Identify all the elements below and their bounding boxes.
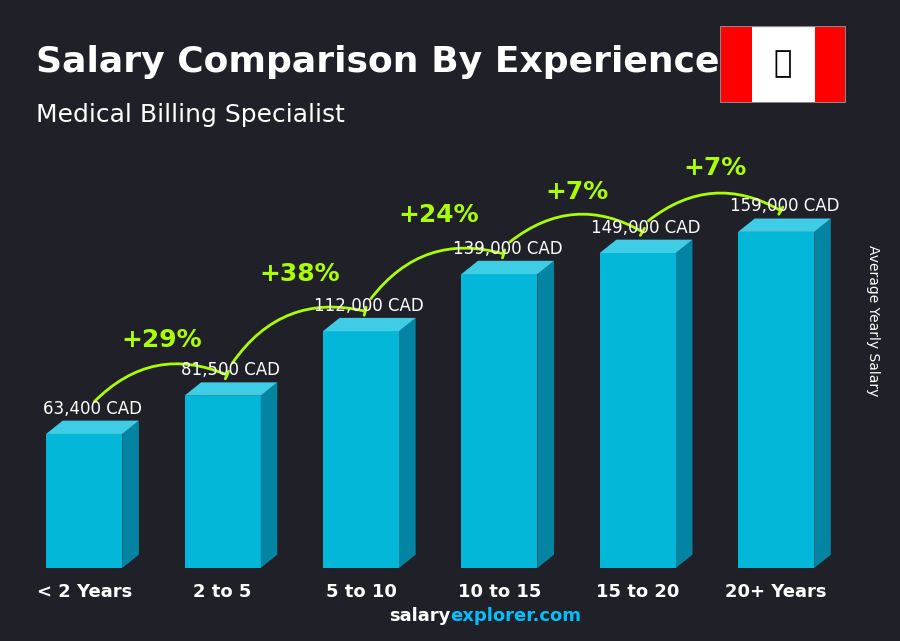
- Polygon shape: [676, 240, 692, 568]
- Text: 139,000 CAD: 139,000 CAD: [453, 240, 562, 258]
- Text: salary: salary: [389, 607, 450, 625]
- Text: 10 to 15: 10 to 15: [458, 583, 541, 601]
- Text: Average Yearly Salary: Average Yearly Salary: [866, 245, 880, 396]
- Polygon shape: [814, 219, 831, 568]
- Text: 149,000 CAD: 149,000 CAD: [591, 219, 701, 237]
- Text: 2 to 5: 2 to 5: [194, 583, 252, 601]
- Text: 159,000 CAD: 159,000 CAD: [730, 197, 840, 215]
- Text: 20+ Years: 20+ Years: [725, 583, 827, 601]
- Polygon shape: [599, 240, 692, 253]
- Polygon shape: [122, 420, 139, 568]
- Text: 81,500 CAD: 81,500 CAD: [182, 362, 281, 379]
- Bar: [814, 26, 846, 103]
- Polygon shape: [738, 219, 831, 232]
- Polygon shape: [537, 261, 554, 568]
- Polygon shape: [462, 274, 537, 568]
- Polygon shape: [462, 261, 554, 274]
- Polygon shape: [261, 383, 277, 568]
- Text: explorer.com: explorer.com: [450, 607, 581, 625]
- Polygon shape: [184, 383, 277, 395]
- Text: 63,400 CAD: 63,400 CAD: [43, 399, 142, 417]
- Polygon shape: [399, 318, 416, 568]
- Text: +7%: +7%: [684, 156, 747, 181]
- Polygon shape: [738, 232, 815, 568]
- Bar: [720, 26, 751, 103]
- Text: Salary Comparison By Experience: Salary Comparison By Experience: [36, 45, 719, 79]
- Text: +29%: +29%: [122, 328, 202, 352]
- Polygon shape: [184, 395, 261, 568]
- Text: 5 to 10: 5 to 10: [326, 583, 396, 601]
- Polygon shape: [46, 434, 122, 568]
- Polygon shape: [323, 331, 399, 568]
- Text: +24%: +24%: [398, 203, 479, 226]
- Polygon shape: [323, 318, 416, 331]
- Text: 15 to 20: 15 to 20: [596, 583, 680, 601]
- Text: 112,000 CAD: 112,000 CAD: [314, 297, 424, 315]
- Polygon shape: [599, 253, 676, 568]
- Text: 🍁: 🍁: [774, 49, 792, 79]
- Text: +7%: +7%: [545, 179, 608, 204]
- Text: +38%: +38%: [260, 262, 340, 285]
- Text: < 2 Years: < 2 Years: [37, 583, 131, 601]
- Text: Medical Billing Specialist: Medical Billing Specialist: [36, 103, 345, 126]
- Polygon shape: [46, 420, 139, 434]
